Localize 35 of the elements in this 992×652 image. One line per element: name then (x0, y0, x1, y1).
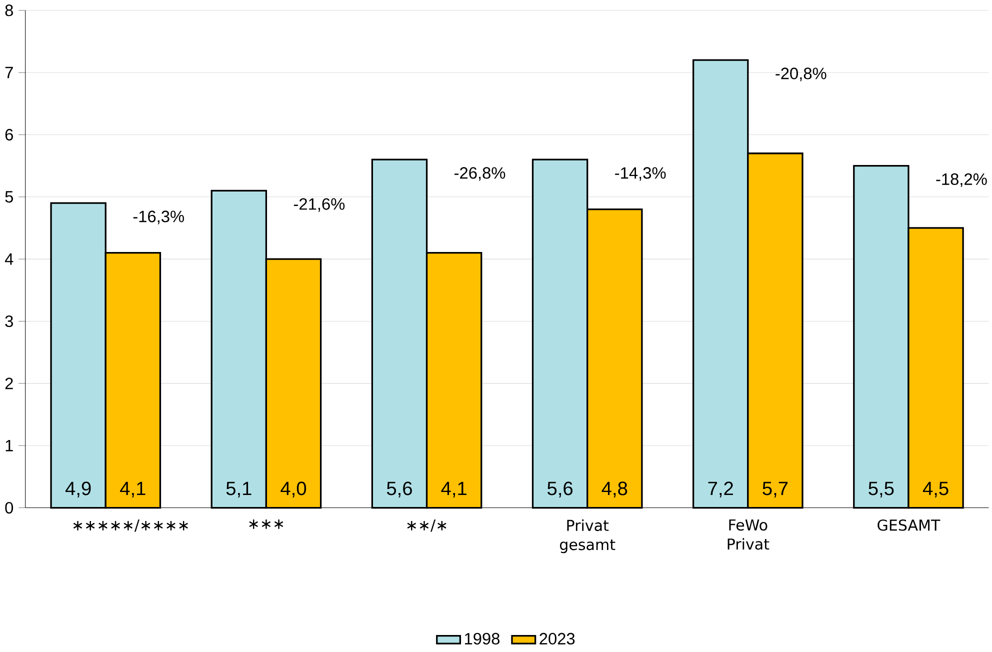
legend-label: 1998 (464, 632, 500, 645)
x-tick-label: FeWo Privat (728, 520, 770, 550)
annotation: -14,3% (615, 167, 666, 181)
data-label: 4,9 (65, 482, 91, 498)
data-label: 7,2 (708, 482, 733, 498)
x-tick-label: ∗∗∗ (249, 520, 284, 529)
annotation: -20,8% (776, 68, 826, 82)
legend-label: 2023 (540, 632, 575, 645)
annotation: -18,2% (936, 173, 987, 187)
data-label: 5,1 (226, 482, 252, 498)
data-label: 5,7 (762, 482, 788, 498)
y-tick-label: 7 (5, 66, 13, 78)
y-tick-label: 6 (5, 128, 13, 141)
data-label: 4,0 (280, 482, 306, 498)
data-label: 5,6 (548, 482, 572, 498)
y-tick-label: 4 (4, 254, 14, 265)
y-tick-label: 0 (5, 502, 14, 514)
y-tick-label: 2 (5, 378, 13, 390)
data-label: 5,6 (386, 482, 412, 498)
annotation: -16,3% (133, 210, 184, 224)
x-tick-label: ∗∗∗∗∗/∗∗∗∗ (73, 520, 188, 532)
annotation: -26,8% (454, 167, 506, 181)
y-tick-label: 1 (6, 440, 13, 452)
annotation: -21,6% (294, 198, 345, 212)
data-label: 4,8 (602, 482, 628, 498)
x-tick-label: GESAMT (878, 520, 940, 531)
data-label: 4,1 (441, 482, 466, 498)
data-label: 4,1 (120, 482, 146, 498)
y-tick-label: 8 (5, 4, 13, 16)
data-label: 5,5 (868, 482, 894, 498)
y-tick-label: 3 (5, 316, 13, 328)
x-tick-label: Privat gesamt (560, 519, 616, 554)
y-tick-label: 5 (5, 191, 13, 203)
x-tick-label: ∗∗/∗ (407, 520, 446, 532)
data-label: 4,5 (922, 482, 948, 498)
